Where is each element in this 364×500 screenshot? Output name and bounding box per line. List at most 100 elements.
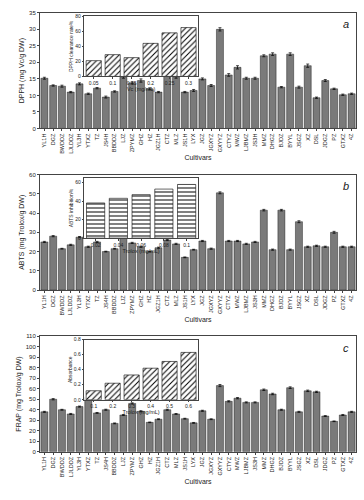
- svg-text:0.25: 0.25: [165, 80, 175, 86]
- svg-text:GHZ: GHZ: [138, 133, 144, 145]
- svg-text:20: 20: [75, 216, 81, 222]
- svg-text:BYYL: BYYL: [287, 134, 293, 148]
- svg-text:BWDDZ: BWDDZ: [59, 133, 65, 154]
- svg-text:CTZ: CTZ: [164, 456, 170, 467]
- svg-text:MWZ: MWZ: [234, 133, 240, 147]
- svg-text:LJLDDZ: LJLDDZ: [68, 133, 74, 154]
- svg-text:JDGZ: JDGZ: [322, 456, 328, 471]
- svg-text:ZPYMZ: ZPYMZ: [129, 295, 135, 314]
- svg-text:JS4H: JS4H: [103, 295, 109, 308]
- svg-text:4Z: 4Z: [348, 295, 354, 302]
- svg-text:LJZ: LJZ: [120, 295, 126, 305]
- svg-text:PZ: PZ: [331, 133, 337, 141]
- svg-text:GHZ: GHZ: [138, 456, 144, 468]
- svg-text:HZ: HZ: [147, 133, 153, 141]
- svg-text:MWZ: MWZ: [234, 456, 240, 470]
- svg-text:25: 25: [29, 43, 36, 49]
- svg-text:CTYZ: CTYZ: [226, 456, 232, 471]
- svg-text:4Z: 4Z: [348, 133, 354, 140]
- svg-text:ABTS (mg Trolox/g DW): ABTS (mg Trolox/g DW): [18, 195, 26, 270]
- svg-text:ZPYMZ: ZPYMZ: [129, 133, 135, 152]
- svg-text:5: 5: [32, 109, 36, 115]
- svg-text:JS1H: JS1H: [182, 134, 188, 147]
- svg-text:DGZ: DGZ: [50, 133, 56, 145]
- svg-text:DHGZ: DHGZ: [269, 295, 275, 311]
- svg-text:YL3H: YL3H: [76, 295, 82, 309]
- svg-text:BBDDZ: BBDDZ: [111, 456, 117, 475]
- svg-text:b: b: [343, 180, 349, 192]
- svg-text:JGZ1H: JGZ1H: [155, 457, 161, 474]
- svg-text:JGXYZ: JGXYZ: [208, 133, 214, 151]
- svg-text:0.06: 0.06: [136, 242, 146, 248]
- svg-text:JSGZ: JSGZ: [296, 133, 302, 148]
- svg-text:Cultivars: Cultivars: [184, 316, 212, 323]
- svg-text:FRAP (mg Trolox/g DW): FRAP (mg Trolox/g DW): [15, 356, 23, 431]
- svg-text:BJDZ: BJDZ: [278, 456, 284, 470]
- svg-text:0.2: 0.2: [74, 381, 81, 387]
- svg-text:40: 40: [75, 198, 81, 204]
- svg-text:GHZ: GHZ: [138, 295, 144, 307]
- svg-text:40: 40: [75, 43, 81, 49]
- svg-text:MMZ: MMZ: [261, 295, 267, 308]
- svg-text:XZ: XZ: [305, 295, 311, 303]
- svg-text:LYX: LYX: [190, 133, 196, 143]
- svg-text:0.3: 0.3: [128, 403, 135, 409]
- svg-text:CTZ: CTZ: [164, 133, 170, 144]
- svg-text:0.2: 0.2: [109, 403, 116, 409]
- svg-text:ZPYMZ: ZPYMZ: [129, 456, 135, 475]
- svg-text:DSL: DSL: [313, 457, 319, 468]
- svg-text:MLZ: MLZ: [173, 133, 179, 145]
- svg-text:JSGZ: JSGZ: [296, 456, 302, 471]
- svg-text:JS1H: JS1H: [182, 457, 188, 470]
- svg-text:JDGZ: JDGZ: [322, 295, 328, 310]
- svg-text:80: 80: [75, 13, 81, 19]
- svg-text:4Z: 4Z: [348, 456, 354, 463]
- svg-text:YL1H: YL1H: [41, 457, 47, 471]
- svg-text:Trolox (mg/mL): Trolox (mg/mL): [123, 409, 160, 415]
- svg-text:40: 40: [29, 210, 36, 216]
- svg-text:HZ: HZ: [147, 456, 153, 464]
- svg-text:0: 0: [32, 287, 36, 293]
- svg-text:90: 90: [29, 354, 36, 360]
- svg-text:20: 20: [75, 58, 81, 64]
- svg-text:0.1: 0.1: [109, 80, 116, 86]
- svg-text:LJLDDZ: LJLDDZ: [68, 295, 74, 316]
- svg-text:Cultivars: Cultivars: [184, 154, 212, 161]
- svg-text:YTXZ: YTXZ: [85, 133, 91, 148]
- svg-text:TZ: TZ: [94, 133, 100, 140]
- svg-text:JGZ: JGZ: [199, 295, 205, 306]
- svg-text:0.5: 0.5: [166, 403, 173, 409]
- svg-text:10: 10: [29, 93, 36, 99]
- svg-text:DHGZ: DHGZ: [269, 133, 275, 149]
- svg-text:LYX: LYX: [190, 295, 196, 305]
- svg-text:c: c: [343, 342, 349, 354]
- svg-text:20: 20: [29, 249, 36, 255]
- svg-text:JGXYZ: JGXYZ: [208, 456, 214, 474]
- svg-text:0.3: 0.3: [185, 80, 192, 86]
- svg-text:10: 10: [29, 268, 36, 274]
- svg-text:0.4: 0.4: [147, 403, 154, 409]
- svg-text:TZ: TZ: [94, 456, 100, 463]
- svg-text:JGZ1H: JGZ1H: [155, 134, 161, 151]
- svg-text:0.1: 0.1: [183, 242, 190, 248]
- svg-text:20: 20: [29, 428, 36, 434]
- svg-text:MWZ: MWZ: [234, 295, 240, 309]
- svg-text:DPPH (mg Vc/g DW): DPPH (mg Vc/g DW): [18, 38, 26, 103]
- svg-text:JS3H: JS3H: [252, 295, 258, 308]
- svg-text:110: 110: [26, 333, 36, 339]
- svg-text:0.02: 0.02: [91, 242, 101, 248]
- svg-text:0.4: 0.4: [74, 366, 81, 372]
- svg-text:BYYL: BYYL: [287, 457, 293, 471]
- svg-text:JS4H: JS4H: [103, 134, 109, 147]
- svg-text:DSL: DSL: [313, 134, 319, 145]
- svg-text:GXYYZ: GXYYZ: [217, 295, 223, 314]
- svg-text:0.6: 0.6: [185, 403, 192, 409]
- svg-text:80: 80: [29, 365, 36, 371]
- svg-text:LYX: LYX: [190, 457, 196, 467]
- svg-text:GTXZ: GTXZ: [340, 456, 346, 471]
- svg-text:JS1H: JS1H: [182, 295, 188, 308]
- svg-text:0.05: 0.05: [89, 80, 99, 86]
- svg-text:TZ: TZ: [94, 295, 100, 302]
- svg-text:0.2: 0.2: [147, 80, 154, 86]
- svg-text:0.6: 0.6: [74, 351, 81, 357]
